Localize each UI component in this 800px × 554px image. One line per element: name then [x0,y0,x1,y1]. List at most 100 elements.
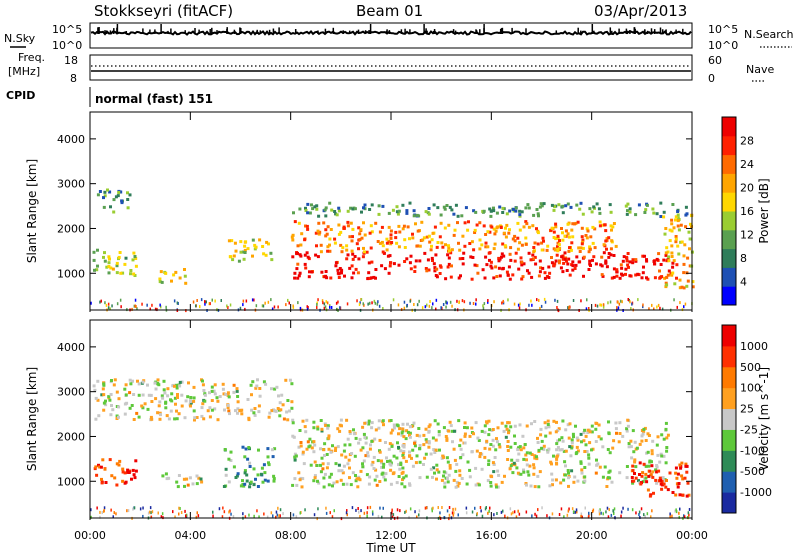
power-cell [542,239,545,243]
power-cell [561,211,565,215]
power-cell [617,300,619,304]
power-cell [307,306,309,309]
velocity-cell [324,424,328,427]
velocity-cell [297,471,301,475]
power-cell [553,248,557,252]
velocity-cell [638,473,641,476]
power-cell [445,305,447,309]
velocity-cell [298,429,302,432]
velocity-cell [400,431,404,435]
power-cell [505,223,509,227]
velocity-cell [582,431,586,435]
power-cell [488,230,492,234]
power-cell [200,298,203,302]
power-cell [508,209,512,213]
velocity-cell [369,443,372,447]
power-cell [253,298,255,302]
power-cell [320,270,324,274]
power-cell [385,248,389,252]
power-cell [103,190,107,194]
power-cell [589,264,592,267]
power-cell [430,244,433,248]
noise-right-tick-top: 10^5 [708,23,738,36]
velocity-cell [370,421,374,425]
power-cell [394,236,398,240]
velocity-cell [208,391,211,395]
velocity-cell [556,439,560,443]
power-cell [367,302,369,306]
velocity-cell [359,469,363,473]
power-cell [304,224,307,228]
velocity-cell [150,511,152,515]
velocity-cell [470,450,474,454]
velocity-cell [208,406,212,410]
velocity-cell [614,427,618,431]
velocity-cell [549,460,553,464]
power-cell [381,250,385,254]
power-colorbar-tick-label: 8 [740,252,747,265]
velocity-cell [674,471,678,475]
power-cell [390,241,394,244]
velocity-cell [184,509,186,513]
velocity-cell [555,457,559,461]
velocity-cell [221,387,225,391]
velocity-colorbar-label: Velocity [m s^-1] [757,367,771,471]
velocity-cell [607,420,610,424]
power-cell [602,243,606,247]
velocity-cell [410,456,413,460]
velocity-cell [104,481,108,484]
power-cell [518,306,521,310]
velocity-cell [638,442,642,446]
velocity-cell [352,428,355,432]
velocity-cell [476,512,478,516]
power-cell [337,206,341,210]
velocity-cell [592,508,595,512]
power-cell [624,204,628,208]
velocity-cell [384,441,387,444]
power-cell [342,225,346,229]
velocity-cell [408,431,412,435]
power-cell [328,249,332,253]
velocity-cell [272,474,276,478]
velocity-cell [216,418,220,422]
power-cell [609,300,612,304]
velocity-cell [414,510,416,514]
power-cell [564,204,568,208]
power-cell [458,301,460,304]
power-cell [324,214,328,218]
velocity-cell [391,515,394,519]
velocity-cell [348,466,351,470]
velocity-cell [550,462,553,466]
power-cell [552,236,556,239]
velocity-cell [313,443,317,447]
power-cell [671,271,675,275]
power-cell [540,241,544,245]
velocity-cell [142,514,144,518]
velocity-cell [227,457,231,461]
velocity-cell [411,464,415,468]
power-cell [612,222,616,225]
power-cell [608,203,612,207]
power-colorbar-frame [721,116,737,306]
velocity-cell [497,473,501,477]
power-cell [365,250,369,254]
power-cell [413,303,415,306]
velocity-cell [674,466,678,470]
velocity-cell [185,477,189,481]
power-cell [504,235,508,239]
power-cell [316,306,318,309]
power-cell [599,303,601,307]
velocity-cell [303,425,307,429]
velocity-cell [408,454,412,458]
velocity-cell [377,419,381,423]
velocity-cell [513,434,516,438]
velocity-cell [629,445,633,449]
power-cell [205,300,207,304]
power-cell [600,273,604,277]
power-cell [651,303,653,307]
power-cell [106,188,109,192]
velocity-cell [392,454,396,458]
velocity-cell [555,454,559,458]
velocity-cell [525,451,529,455]
velocity-cell [223,510,226,514]
